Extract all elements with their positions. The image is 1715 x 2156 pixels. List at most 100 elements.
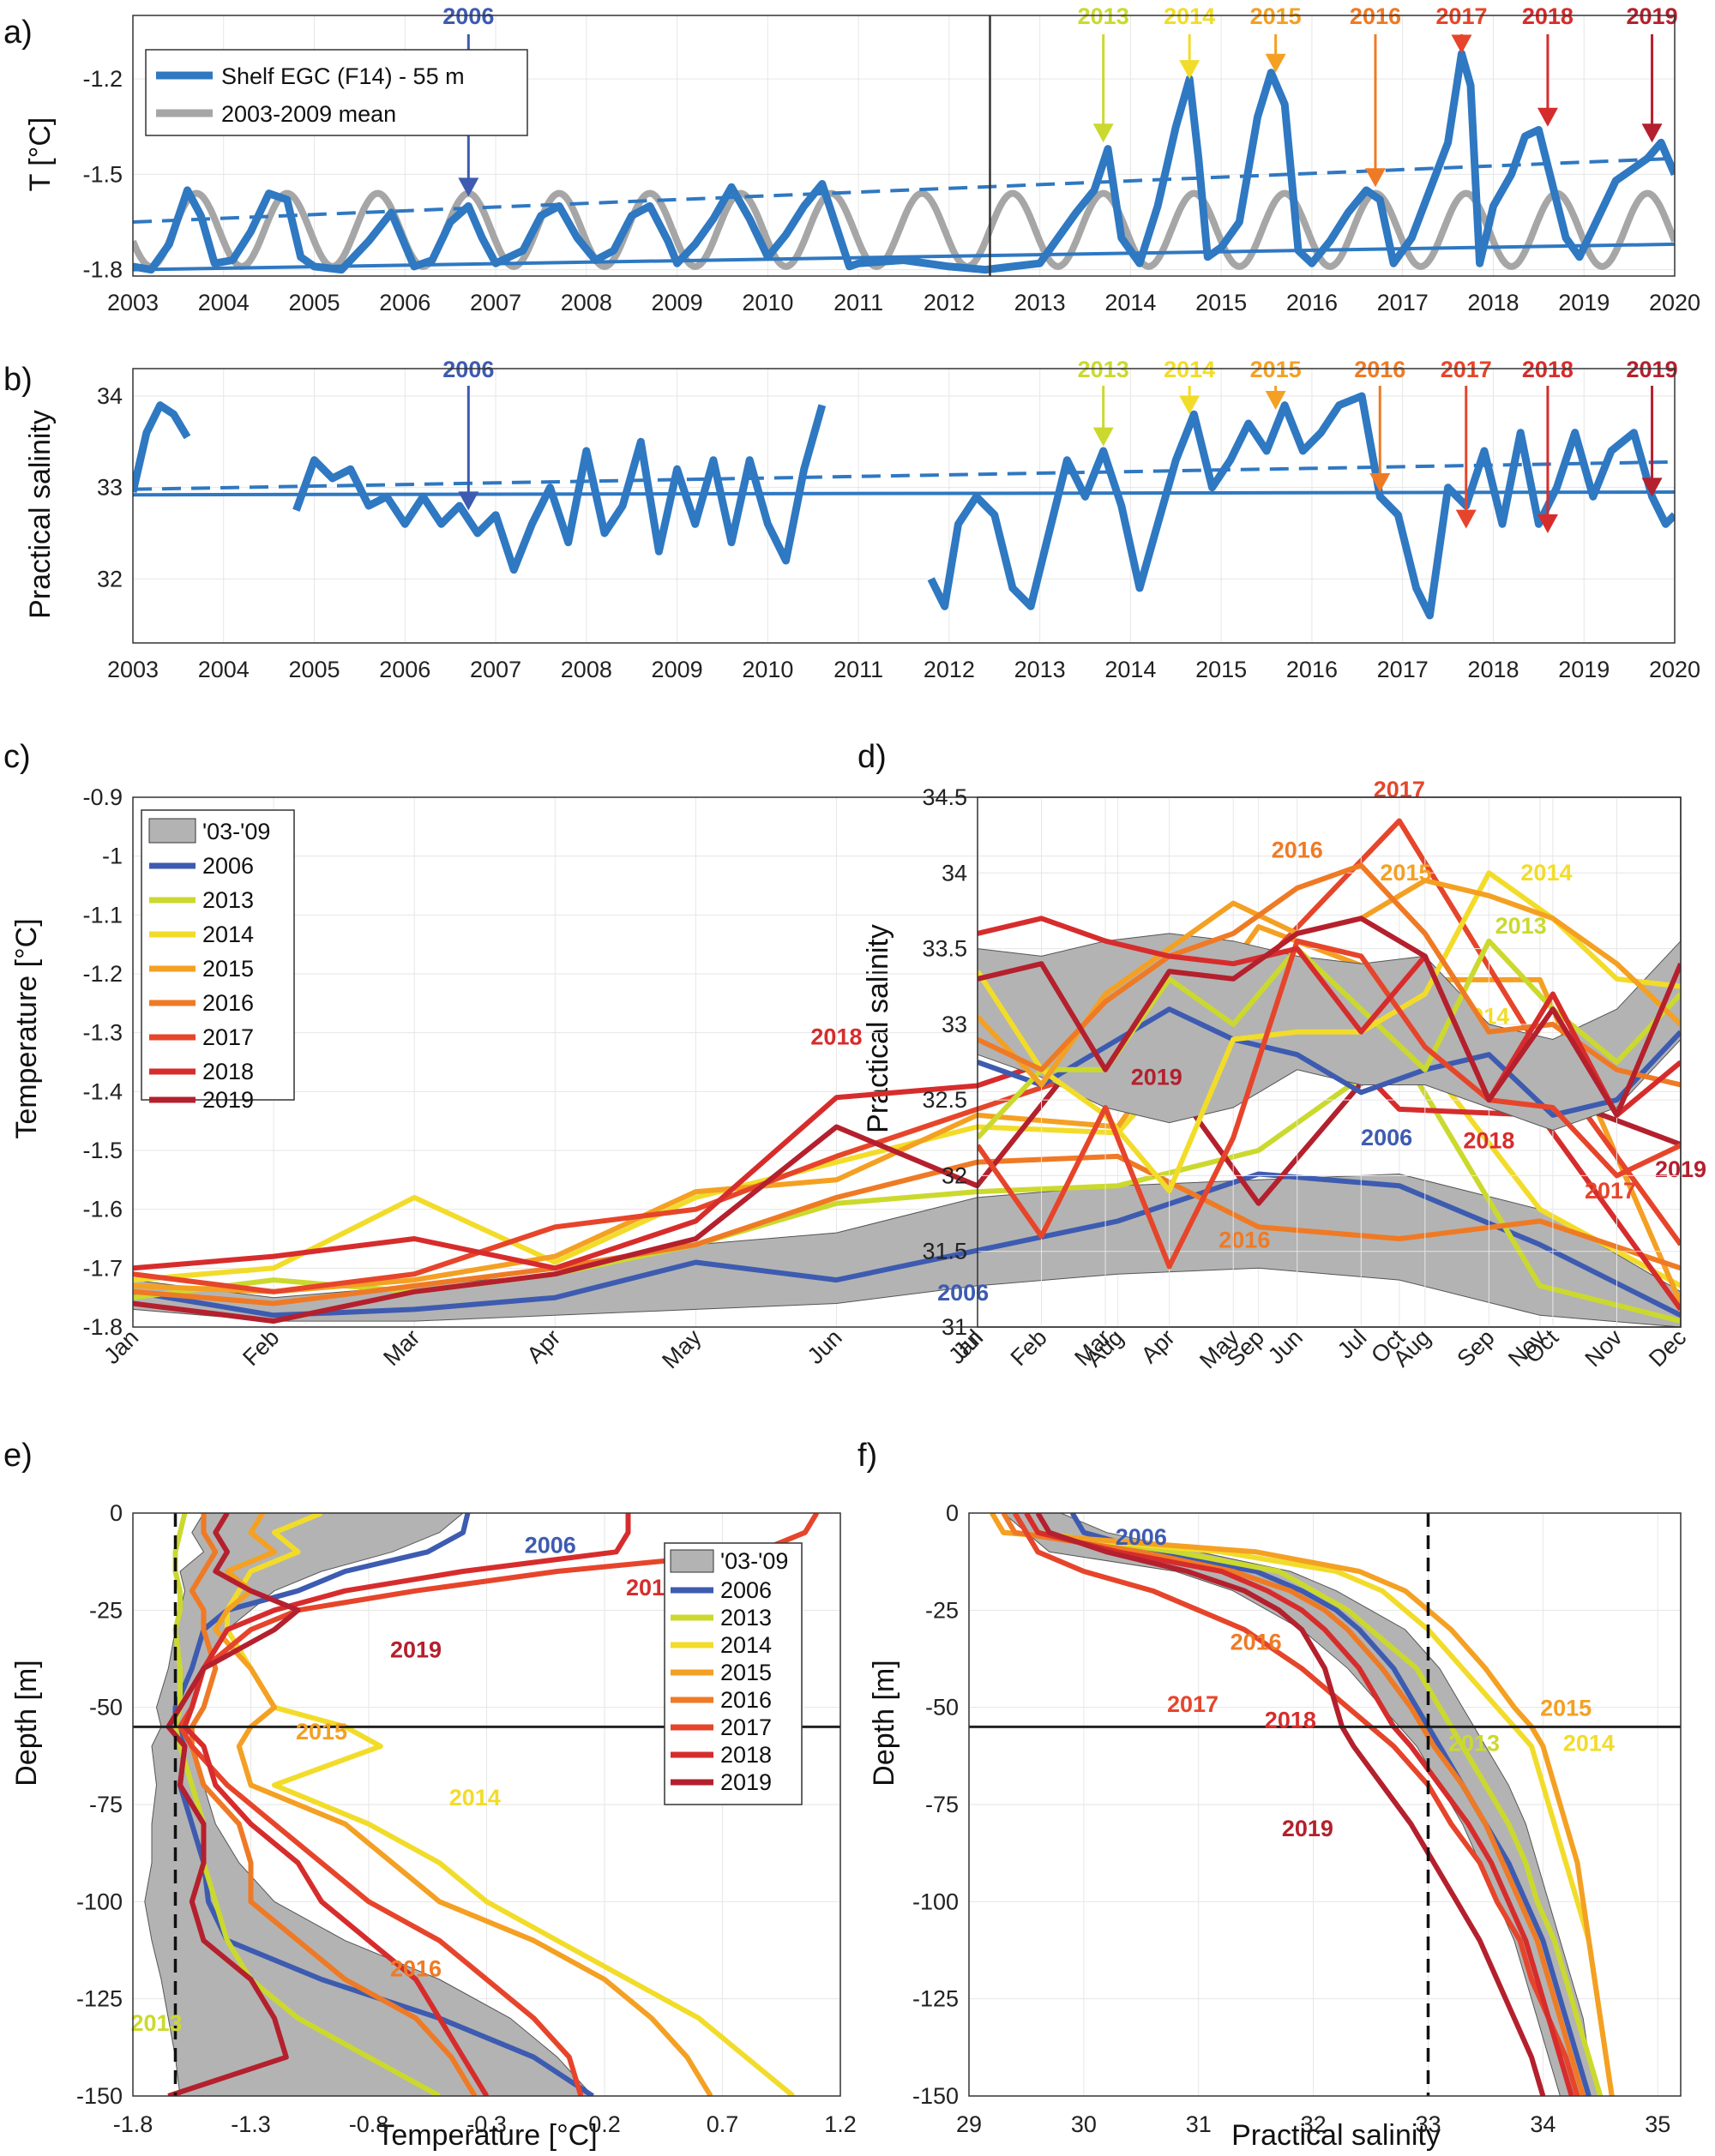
series-line-2017: [178, 1513, 820, 2096]
y-tick-label: -100: [912, 1889, 959, 1914]
series-line-2014: [225, 1513, 795, 2096]
series-line-2017: [978, 938, 1681, 1270]
y-tick-label: -25: [89, 1597, 123, 1623]
summer-trend-line: [133, 156, 1675, 224]
x-tick-label: 2018: [1467, 657, 1519, 682]
y-tick-label: -100: [76, 1889, 123, 1914]
y-tick-label: -150: [76, 2083, 123, 2109]
arrow-head: [1092, 123, 1114, 143]
x-tick-label: 2012: [924, 290, 975, 315]
arrow-head: [1641, 477, 1663, 497]
series-line-2015: [990, 1513, 1615, 2096]
panel-b-salinity-timeseries: 2003 2004 2005 2006 2007 2008 2009 2010 2011 2012…: [97, 357, 1700, 682]
panel-d-ylabel: Practical salinity: [862, 924, 894, 1133]
x-tick-label: Nov: [1580, 1324, 1628, 1372]
arrow-head: [1369, 473, 1391, 492]
x-tick-label: 34: [1530, 2111, 1556, 2137]
year-annotation: 2018: [1522, 357, 1574, 382]
series-label: 2006: [1116, 1524, 1167, 1550]
legend-label-2006: 2006: [720, 1577, 772, 1603]
year-annotation: 2016: [1350, 3, 1401, 29]
salinity-line-segment: [927, 392, 1675, 620]
x-tick-label: 2020: [1649, 657, 1700, 682]
series-label: 2018: [1463, 1128, 1514, 1154]
series-label: 2006: [1361, 1125, 1412, 1150]
panel-a-ylabel: T [°C]: [24, 117, 57, 192]
series-label: 2014: [1563, 1730, 1615, 1756]
arrow-head: [458, 177, 479, 197]
y-tick-label: -1.7: [82, 1255, 123, 1281]
x-tick-label: 32: [1301, 2111, 1327, 2137]
y-tick-label: 0: [110, 1500, 123, 1526]
series-label: 2018: [810, 1024, 862, 1049]
x-tick-label: 2015: [1195, 657, 1247, 682]
x-tick-label: 1.2: [824, 2111, 857, 2137]
summer-trend-line: [133, 459, 1675, 491]
x-tick-label: 0.7: [707, 2111, 739, 2137]
plot-area: [144, 1513, 820, 2096]
legend-label-2018: 2018: [720, 1742, 772, 1768]
y-tick-label: -125: [912, 1986, 959, 2012]
y-tick-label: -1.8: [82, 1314, 123, 1340]
series-line-2006: [133, 1171, 1681, 1318]
x-tick-label: 2009: [652, 290, 703, 315]
legend-label-2016: 2016: [720, 1687, 772, 1713]
panel-e-legend: '03-'09 2006 2013 2014 2015 2016 2017 20…: [664, 1542, 803, 1805]
arrow-head: [1537, 514, 1558, 533]
legend-label-2017: 2017: [720, 1715, 772, 1740]
x-tick-label: 2019: [1558, 657, 1610, 682]
year-annotation: 2018: [1522, 3, 1574, 29]
plot-frame: [968, 1512, 1682, 2097]
series-line-2019: [1035, 1513, 1546, 2096]
y-tick-label: 32.5: [922, 1087, 967, 1113]
y-tick-label: -1.3: [82, 1020, 123, 1046]
legend-label-2017: 2017: [202, 1024, 254, 1050]
y-tick-label: -1.2: [82, 66, 123, 92]
x-tick-label: 2013: [1014, 290, 1066, 315]
legend-label-shelf: Shelf EGC (F14) - 55 m: [221, 63, 465, 89]
series-label: 2016: [1272, 838, 1323, 863]
x-tick-label: -1.8: [113, 2111, 153, 2137]
series-label: 2017: [1585, 1178, 1636, 1204]
year-annotation: 2015: [1250, 3, 1302, 29]
year-annotation: 2016: [1354, 357, 1405, 382]
y-tick-label: 31: [942, 1314, 967, 1340]
series-label: 2014: [1520, 860, 1572, 886]
x-tick-label: 2005: [288, 290, 340, 315]
y-tick-label: -150: [912, 2083, 959, 2109]
year-annotation: 2013: [1078, 3, 1129, 29]
x-tick-label: 30: [1071, 2111, 1097, 2137]
arrow-head: [1179, 395, 1200, 415]
plot-area: [133, 50, 1675, 274]
series-label: 2013: [1448, 1730, 1500, 1756]
y-tick-label: -1.8: [82, 257, 123, 283]
x-tick-label: 31: [1186, 2111, 1212, 2137]
panel-c-ylabel: Temperature [°C]: [10, 918, 43, 1138]
arrow-head: [1179, 60, 1200, 80]
y-tick-label: 32: [942, 1162, 967, 1188]
x-tick-label: 2017: [1377, 657, 1429, 682]
salinity-line-segment: [292, 404, 827, 574]
x-tick-label: 2008: [561, 657, 612, 682]
arrow-head: [1265, 53, 1286, 73]
arrow-head: [1265, 391, 1286, 410]
x-tick-label: 2003: [107, 290, 159, 315]
series-label: 2006: [525, 1532, 576, 1558]
series-line-2006: [1069, 1513, 1592, 2096]
series-line-2016: [133, 1153, 1681, 1306]
y-tick-label: 33: [97, 475, 123, 501]
y-tick-label: 34.5: [922, 784, 967, 810]
series-label: 2015: [1380, 860, 1431, 886]
y-tick-label: 34: [942, 860, 967, 886]
arrow-head: [1455, 509, 1477, 529]
plot-area: [978, 862, 1681, 1270]
legend-label-2018: 2018: [202, 1059, 254, 1084]
legend-label-2019: 2019: [720, 1769, 772, 1795]
x-tick-label: Jun: [1263, 1324, 1308, 1369]
panel-e-temperature-profiles: -1.8 -1.3 -0.8 -0.3 0.2 0.7 1.2 0 -25 -50 -75 -100 -…: [76, 1500, 857, 2137]
series-line-2018: [182, 1513, 631, 2096]
panel-f-salinity-profiles: 29 30 31 32 33 34 35 0 -25 -50 -75 -100 -125 -150 2006…: [912, 1500, 1682, 2137]
panel-label-a: a): [3, 15, 33, 51]
legend-label-2014: 2014: [720, 1632, 772, 1658]
x-tick-label: 2012: [924, 657, 975, 682]
